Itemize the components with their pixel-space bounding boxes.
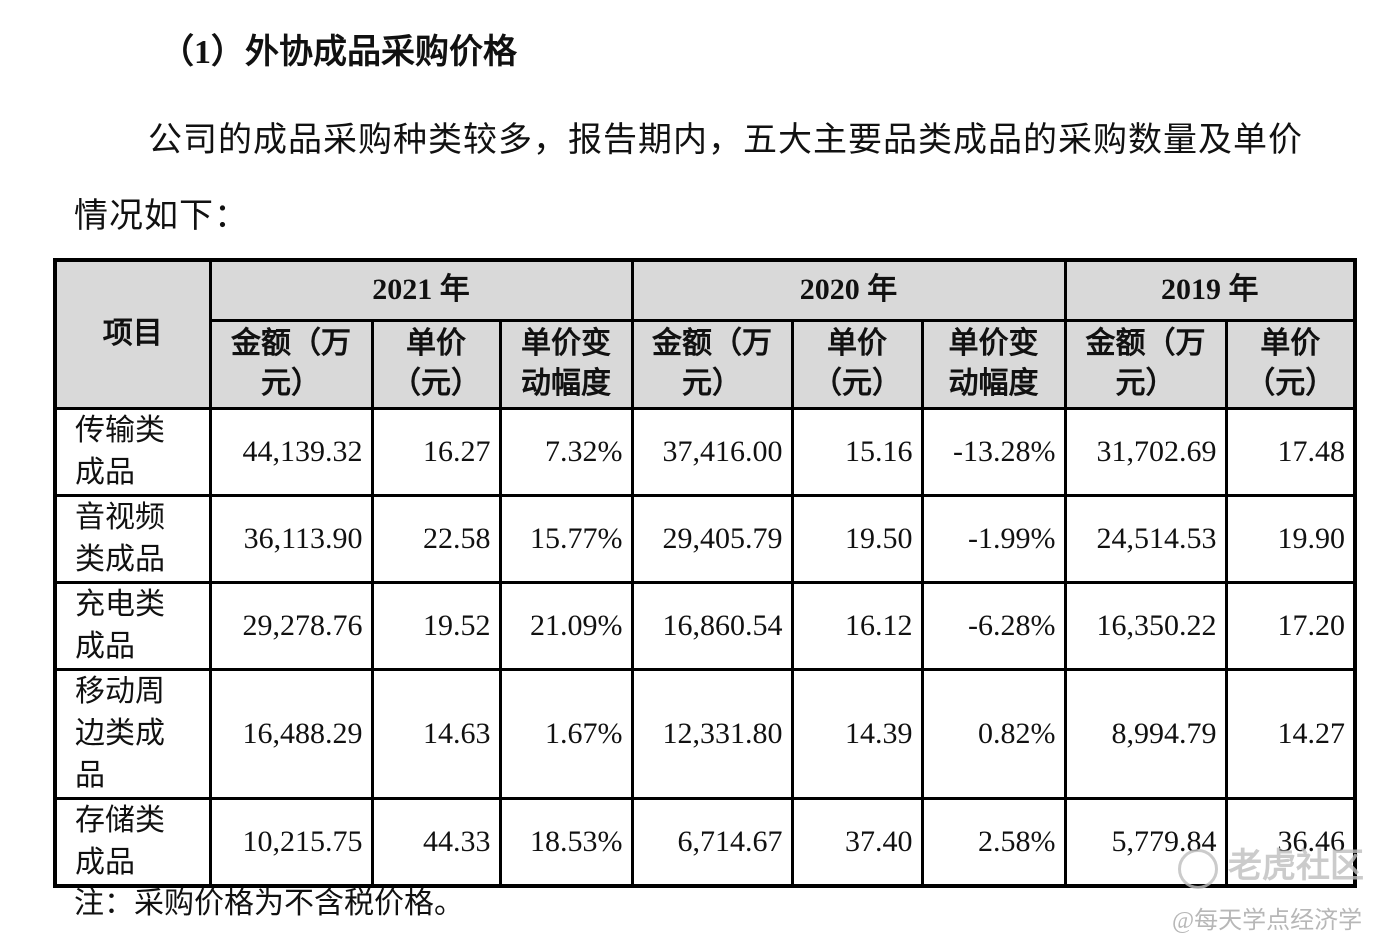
cell-value: -1.99% bbox=[920, 493, 1067, 584]
table-row: 音视频类成品 36,113.90 22.58 15.77% 29,405.79 19.50… bbox=[53, 493, 1357, 584]
cell-value: 44,139.32 bbox=[208, 406, 374, 497]
table-row: 移动周边类成品 16,488.29 14.63 1.67% 12,331.80 14.39… bbox=[53, 667, 1357, 800]
header-item: 项目 bbox=[53, 258, 212, 410]
header-year-2020: 2020 年 bbox=[630, 258, 1067, 322]
subheader-cell: 单价（元） bbox=[790, 318, 924, 410]
cell-value: 1.67% bbox=[498, 667, 634, 800]
row-item: 传输类成品 bbox=[75, 413, 165, 489]
cell-value: 14.63 bbox=[370, 667, 502, 800]
cell-value: 12,331.80 bbox=[630, 667, 794, 800]
cell-value: 15.16 bbox=[790, 406, 924, 497]
subheader-1: 单价（元） bbox=[391, 327, 481, 400]
subheader-3: 金额（万元） bbox=[652, 327, 773, 400]
cell-value: 14.39 bbox=[790, 667, 924, 800]
cell-value: 6,714.67 bbox=[630, 796, 794, 887]
cell-value: 21.09% bbox=[498, 580, 634, 671]
cell-value: 22.58 bbox=[370, 493, 502, 584]
logo-icon bbox=[1178, 849, 1218, 890]
row-item-cell: 充电类成品 bbox=[53, 580, 212, 671]
row-item-cell: 音视频类成品 bbox=[53, 493, 212, 584]
cell-value: 16,350.22 bbox=[1063, 580, 1228, 671]
cell-value: 16,488.29 bbox=[208, 667, 374, 800]
row-item: 充电类成品 bbox=[75, 587, 165, 663]
subheader-7: 单价（元） bbox=[1245, 327, 1336, 400]
table-row: 传输类成品 44,139.32 16.27 7.32% 37,416.00 15.16 -1… bbox=[53, 406, 1357, 497]
subheader-4: 单价（元） bbox=[812, 327, 903, 400]
cell-value: 15.77% bbox=[498, 493, 634, 584]
watermark-logo: 老虎社区 bbox=[1178, 838, 1364, 890]
cell-value: 31,702.69 bbox=[1063, 406, 1228, 497]
cell-value: 0.82% bbox=[920, 667, 1067, 800]
cell-value: 19.90 bbox=[1224, 493, 1357, 584]
cell-value: 7.32% bbox=[498, 406, 634, 497]
cell-value: 18.53% bbox=[498, 796, 634, 887]
cell-value: -6.28% bbox=[920, 580, 1067, 671]
watermark-author: @每天学点经济学 bbox=[1172, 908, 1363, 934]
subheader-cell: 单价（元） bbox=[1224, 318, 1357, 410]
watermark-logo-text: 老虎社区 bbox=[1228, 848, 1364, 885]
cell-value: 14.27 bbox=[1224, 667, 1357, 800]
paragraph-line-1: 公司的成品采购种类较多，报告期内，五大主要品类成品的采购数量及单价 bbox=[148, 122, 1303, 159]
cell-value: 8,994.79 bbox=[1063, 667, 1228, 800]
cell-value: 16.12 bbox=[790, 580, 924, 671]
row-item: 存储类成品 bbox=[75, 803, 165, 879]
row-item-cell: 移动周边类成品 bbox=[53, 667, 212, 800]
cell-value: 36,113.90 bbox=[208, 493, 374, 584]
cell-value: 10,215.75 bbox=[208, 796, 374, 887]
subheader-cell: 金额（万元） bbox=[630, 318, 794, 410]
section-heading: （1）外协成品采购价格 bbox=[160, 34, 517, 71]
cell-value: 16,860.54 bbox=[630, 580, 794, 671]
header-year-2021: 2021 年 bbox=[208, 258, 634, 322]
cell-value: 29,405.79 bbox=[630, 493, 794, 584]
cell-value: 17.20 bbox=[1224, 580, 1357, 671]
subheader-5: 单价变动幅度 bbox=[948, 327, 1039, 400]
cell-value: 24,514.53 bbox=[1063, 493, 1228, 584]
cell-value: 44.33 bbox=[370, 796, 502, 887]
subheader-cell: 单价变动幅度 bbox=[920, 318, 1067, 410]
subheader-2: 单价变动幅度 bbox=[521, 327, 611, 400]
subheader-6: 金额（万元） bbox=[1085, 327, 1206, 400]
paragraph-line-2: 情况如下： bbox=[74, 198, 249, 235]
cell-value: 37.40 bbox=[790, 796, 924, 887]
row-item-cell: 传输类成品 bbox=[53, 406, 212, 497]
cell-value: 19.52 bbox=[370, 580, 502, 671]
header-year-2019: 2019 年 bbox=[1063, 258, 1357, 322]
row-item: 音视频类成品 bbox=[75, 500, 165, 576]
subheader-cell: 单价（元） bbox=[370, 318, 502, 410]
cell-value: 16.27 bbox=[370, 406, 502, 497]
cell-value: 19.50 bbox=[790, 493, 924, 584]
cell-value: -13.28% bbox=[920, 406, 1067, 497]
purchase-price-table: 项目 2021 年 2020 年 2019 年 金额（万元） 单价（元） 单价变动幅… bbox=[53, 258, 1358, 888]
cell-value: 17.48 bbox=[1224, 406, 1357, 497]
cell-value: 2.58% bbox=[920, 796, 1067, 887]
subheader-cell: 单价变动幅度 bbox=[498, 318, 634, 410]
row-item: 移动周边类成品 bbox=[75, 674, 165, 792]
subheader-0: 金额（万元） bbox=[231, 327, 351, 400]
subheader-cell: 金额（万元） bbox=[1063, 318, 1228, 410]
cell-value: 37,416.00 bbox=[630, 406, 794, 497]
table-row: 充电类成品 29,278.76 19.52 21.09% 16,860.54 16.12-… bbox=[53, 580, 1357, 671]
row-item-cell: 存储类成品 bbox=[53, 796, 212, 887]
subheader-cell: 金额（万元） bbox=[208, 318, 374, 410]
cell-value: 29,278.76 bbox=[208, 580, 374, 671]
table-note: 注：采购价格为不含税价格。 bbox=[74, 887, 464, 920]
table-row: 存储类成品 10,215.75 44.33 18.53% 6,714.67 37.40 2.… bbox=[53, 796, 1357, 887]
cell-value: 36.46 bbox=[1224, 796, 1357, 887]
